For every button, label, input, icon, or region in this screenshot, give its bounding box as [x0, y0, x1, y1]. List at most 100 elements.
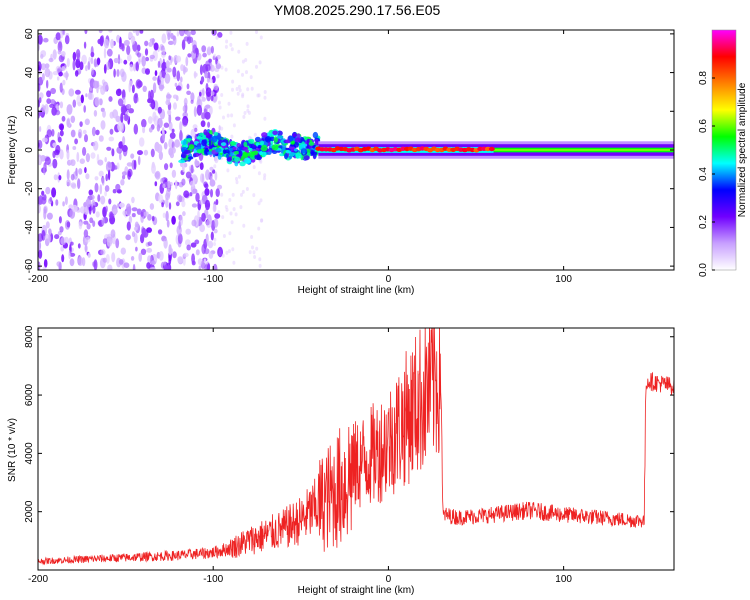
heatmap-cell [229, 211, 233, 216]
heatmap-cell [229, 141, 237, 146]
heatmap-cell [248, 250, 252, 255]
heatmap-cell [100, 195, 106, 205]
heatmap-cell [210, 95, 214, 102]
heatmap-cell [181, 152, 187, 159]
heatmap-cell [141, 118, 147, 128]
x-tick-label: 0 [386, 574, 392, 585]
heatmap-cell [157, 106, 162, 114]
heatmap-cell [167, 40, 174, 46]
heatmap-cell [172, 251, 177, 259]
heatmap-cell [234, 156, 241, 162]
heatmap-cell [84, 244, 88, 253]
heatmap-cell [263, 95, 267, 100]
heatmap-cell [46, 90, 52, 98]
heatmap-cell [127, 53, 132, 62]
heatmap-cell [314, 138, 319, 146]
heatmap-cell [229, 30, 233, 35]
heatmap-cell [183, 252, 189, 258]
heatmap-cell [57, 50, 62, 55]
heatmap-cell [157, 229, 163, 235]
heatmap-cell [227, 249, 231, 254]
heatmap-cell [232, 207, 236, 212]
x-tick-label: 100 [555, 274, 572, 285]
heatmap-cell [139, 30, 144, 34]
heatmap-cell [54, 109, 61, 116]
colorbar: 0.0 0.2 0.4 0.6 0.8 Normalized spectral ampl… [698, 29, 748, 277]
heatmap-cell [98, 135, 104, 142]
heatmap-cell [210, 231, 214, 241]
heatmap-cell [209, 179, 216, 187]
heatmap-cell [165, 99, 171, 106]
heatmap-cell [205, 132, 210, 139]
heatmap-cell [132, 30, 136, 34]
heatmap-cell [176, 31, 180, 37]
heatmap-cell [208, 58, 212, 63]
heatmap-cell [112, 208, 118, 214]
heatmap-cell [162, 58, 165, 68]
heatmap-cell [206, 77, 210, 83]
snr-x-axis-label: Height of straight line (km) [298, 585, 415, 596]
heatmap-cell [99, 35, 104, 47]
heatmap-cell [205, 169, 210, 181]
heatmap-cell [258, 60, 262, 65]
heatmap-cell [206, 235, 209, 246]
heatmap-cell [228, 198, 232, 202]
heatmap-cell [215, 188, 220, 198]
heatmap-cell [245, 70, 248, 75]
colorbar-tick-label: 0.2 [698, 215, 709, 229]
heatmap-cell [231, 192, 235, 197]
heatmap-cell [188, 144, 195, 150]
heatmap-cell [82, 129, 87, 135]
heatmap-cell [126, 45, 131, 55]
heatmap-cell [226, 153, 230, 159]
heatmap-cell [237, 84, 241, 89]
heatmap-cell [303, 155, 310, 161]
heatmap-cell [38, 139, 43, 150]
heatmap-cell [83, 206, 90, 215]
heatmap-cell [279, 153, 285, 157]
heatmap-cell [169, 162, 173, 169]
heatmap-cell [146, 262, 151, 269]
heatmap-cell [42, 137, 48, 143]
y-tick-label: 4000 [24, 442, 35, 465]
heatmap-cell [215, 199, 219, 206]
heatmap-cell [226, 113, 230, 118]
heatmap-cell [68, 88, 75, 97]
heatmap-cell [213, 228, 218, 234]
heatmap-cell [137, 155, 141, 166]
heatmap-cell [216, 74, 220, 79]
heatmap-cell [85, 173, 90, 180]
heatmap-cell [77, 243, 81, 249]
heatmap-cell [154, 172, 160, 178]
heatmap-cell [218, 100, 221, 105]
heatmap-cell [107, 162, 113, 168]
heatmap-cell [231, 79, 235, 84]
heatmap-cell [106, 48, 113, 57]
y-tick-label: 6000 [24, 384, 35, 407]
heatmap-cell [43, 206, 47, 214]
heatmap-cell [153, 42, 159, 51]
heatmap-cell [80, 94, 85, 104]
heatmap-cell [246, 104, 250, 109]
heatmap-cell [127, 168, 133, 178]
heatmap-cell [189, 192, 193, 197]
heatmap-cell [128, 81, 131, 93]
heatmap-cell [109, 128, 114, 135]
heatmap-cell [290, 140, 295, 145]
heatmap-cell [101, 217, 105, 226]
heatmap-cell [43, 37, 49, 43]
heatmap-cell [252, 250, 256, 255]
heatmap-cell [185, 239, 191, 246]
heatmap-cell [112, 165, 118, 170]
heatmap-cell [91, 68, 94, 75]
heatmap-cell [194, 127, 198, 132]
heatmap-cell [199, 132, 204, 136]
x-tick-label: 100 [555, 574, 572, 585]
heatmap-cell [222, 234, 226, 238]
heatmap-cell [260, 140, 264, 146]
heatmap-cell [128, 31, 133, 39]
heatmap-cell [172, 94, 178, 99]
heatmap-cell [165, 60, 170, 69]
heatmap-cell [168, 121, 173, 131]
heatmap-cell [52, 49, 57, 60]
